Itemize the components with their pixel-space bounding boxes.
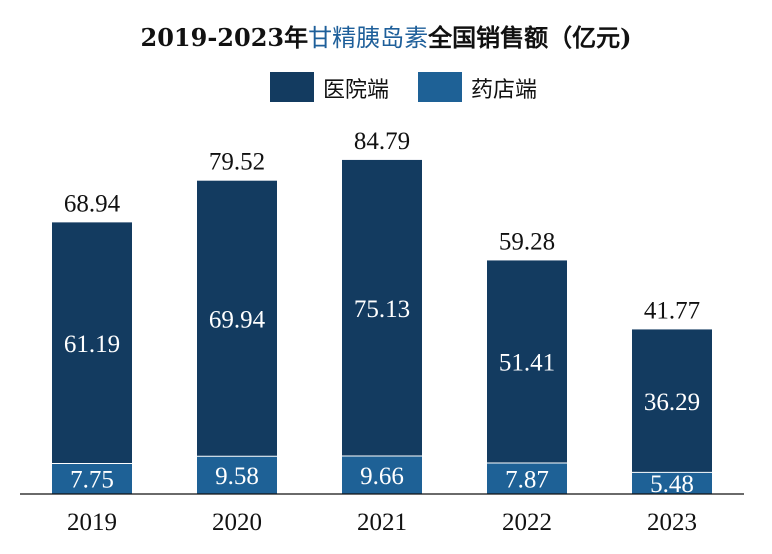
x-tick-label-2020: 2020 xyxy=(212,509,262,536)
legend-label-hospital: 医院端 xyxy=(323,78,389,103)
plot-area: 7.75 61.19 68.94 2019 9.58 69.94 79.52 2020 9.66… xyxy=(52,128,712,536)
bar-pharmacy-2019 xyxy=(52,463,132,494)
total-label-2022: 59.28 xyxy=(499,228,555,255)
bar-hospital-2019 xyxy=(52,222,132,464)
bar-pharmacy-2020 xyxy=(197,456,277,494)
total-label-2020: 79.52 xyxy=(209,149,265,176)
bar-hospital-2020 xyxy=(197,180,277,457)
legend: 医院端 药店端 xyxy=(270,72,537,103)
x-tick-label-2021: 2021 xyxy=(357,509,407,536)
legend-label-pharmacy: 药店端 xyxy=(471,78,537,103)
value-label-hospital-2022: 51.41 xyxy=(499,350,555,377)
value-label-hospital-2019: 61.19 xyxy=(64,331,120,358)
value-label-hospital-2020: 69.94 xyxy=(209,306,266,333)
chart-title: 2019-2023年甘精胰岛素全国销售额（亿元) xyxy=(141,23,632,52)
value-label-hospital-2023: 36.29 xyxy=(644,389,700,416)
chart-title-highlight: 甘精胰岛素 xyxy=(308,24,428,52)
bar-hospital-2023 xyxy=(632,329,712,473)
bar-hospital-2022 xyxy=(487,260,567,463)
value-label-pharmacy-2022: 7.87 xyxy=(505,466,549,493)
total-label-2023: 41.77 xyxy=(644,297,700,324)
legend-swatch-pharmacy xyxy=(418,72,462,102)
value-label-pharmacy-2019: 7.75 xyxy=(70,467,114,494)
chart-title-prefix: 2019-2023年 xyxy=(141,23,309,52)
x-tick-label-2019: 2019 xyxy=(67,509,117,536)
legend-swatch-hospital xyxy=(270,72,314,102)
bar-hospital-2021 xyxy=(342,159,422,456)
value-label-hospital-2021: 75.13 xyxy=(354,296,410,323)
chart-title-suffix: 全国销售额（亿元) xyxy=(427,23,631,52)
value-label-pharmacy-2021: 9.66 xyxy=(360,463,404,490)
total-label-2021: 84.79 xyxy=(354,128,410,155)
bar-pharmacy-2022 xyxy=(487,462,567,494)
value-label-pharmacy-2020: 9.58 xyxy=(215,463,259,490)
bar-pharmacy-2021 xyxy=(342,455,422,494)
bar-pharmacy-2023 xyxy=(632,472,712,494)
x-tick-label-2023: 2023 xyxy=(647,509,697,536)
x-tick-label-2022: 2022 xyxy=(502,509,552,536)
total-label-2019: 68.94 xyxy=(64,190,121,217)
